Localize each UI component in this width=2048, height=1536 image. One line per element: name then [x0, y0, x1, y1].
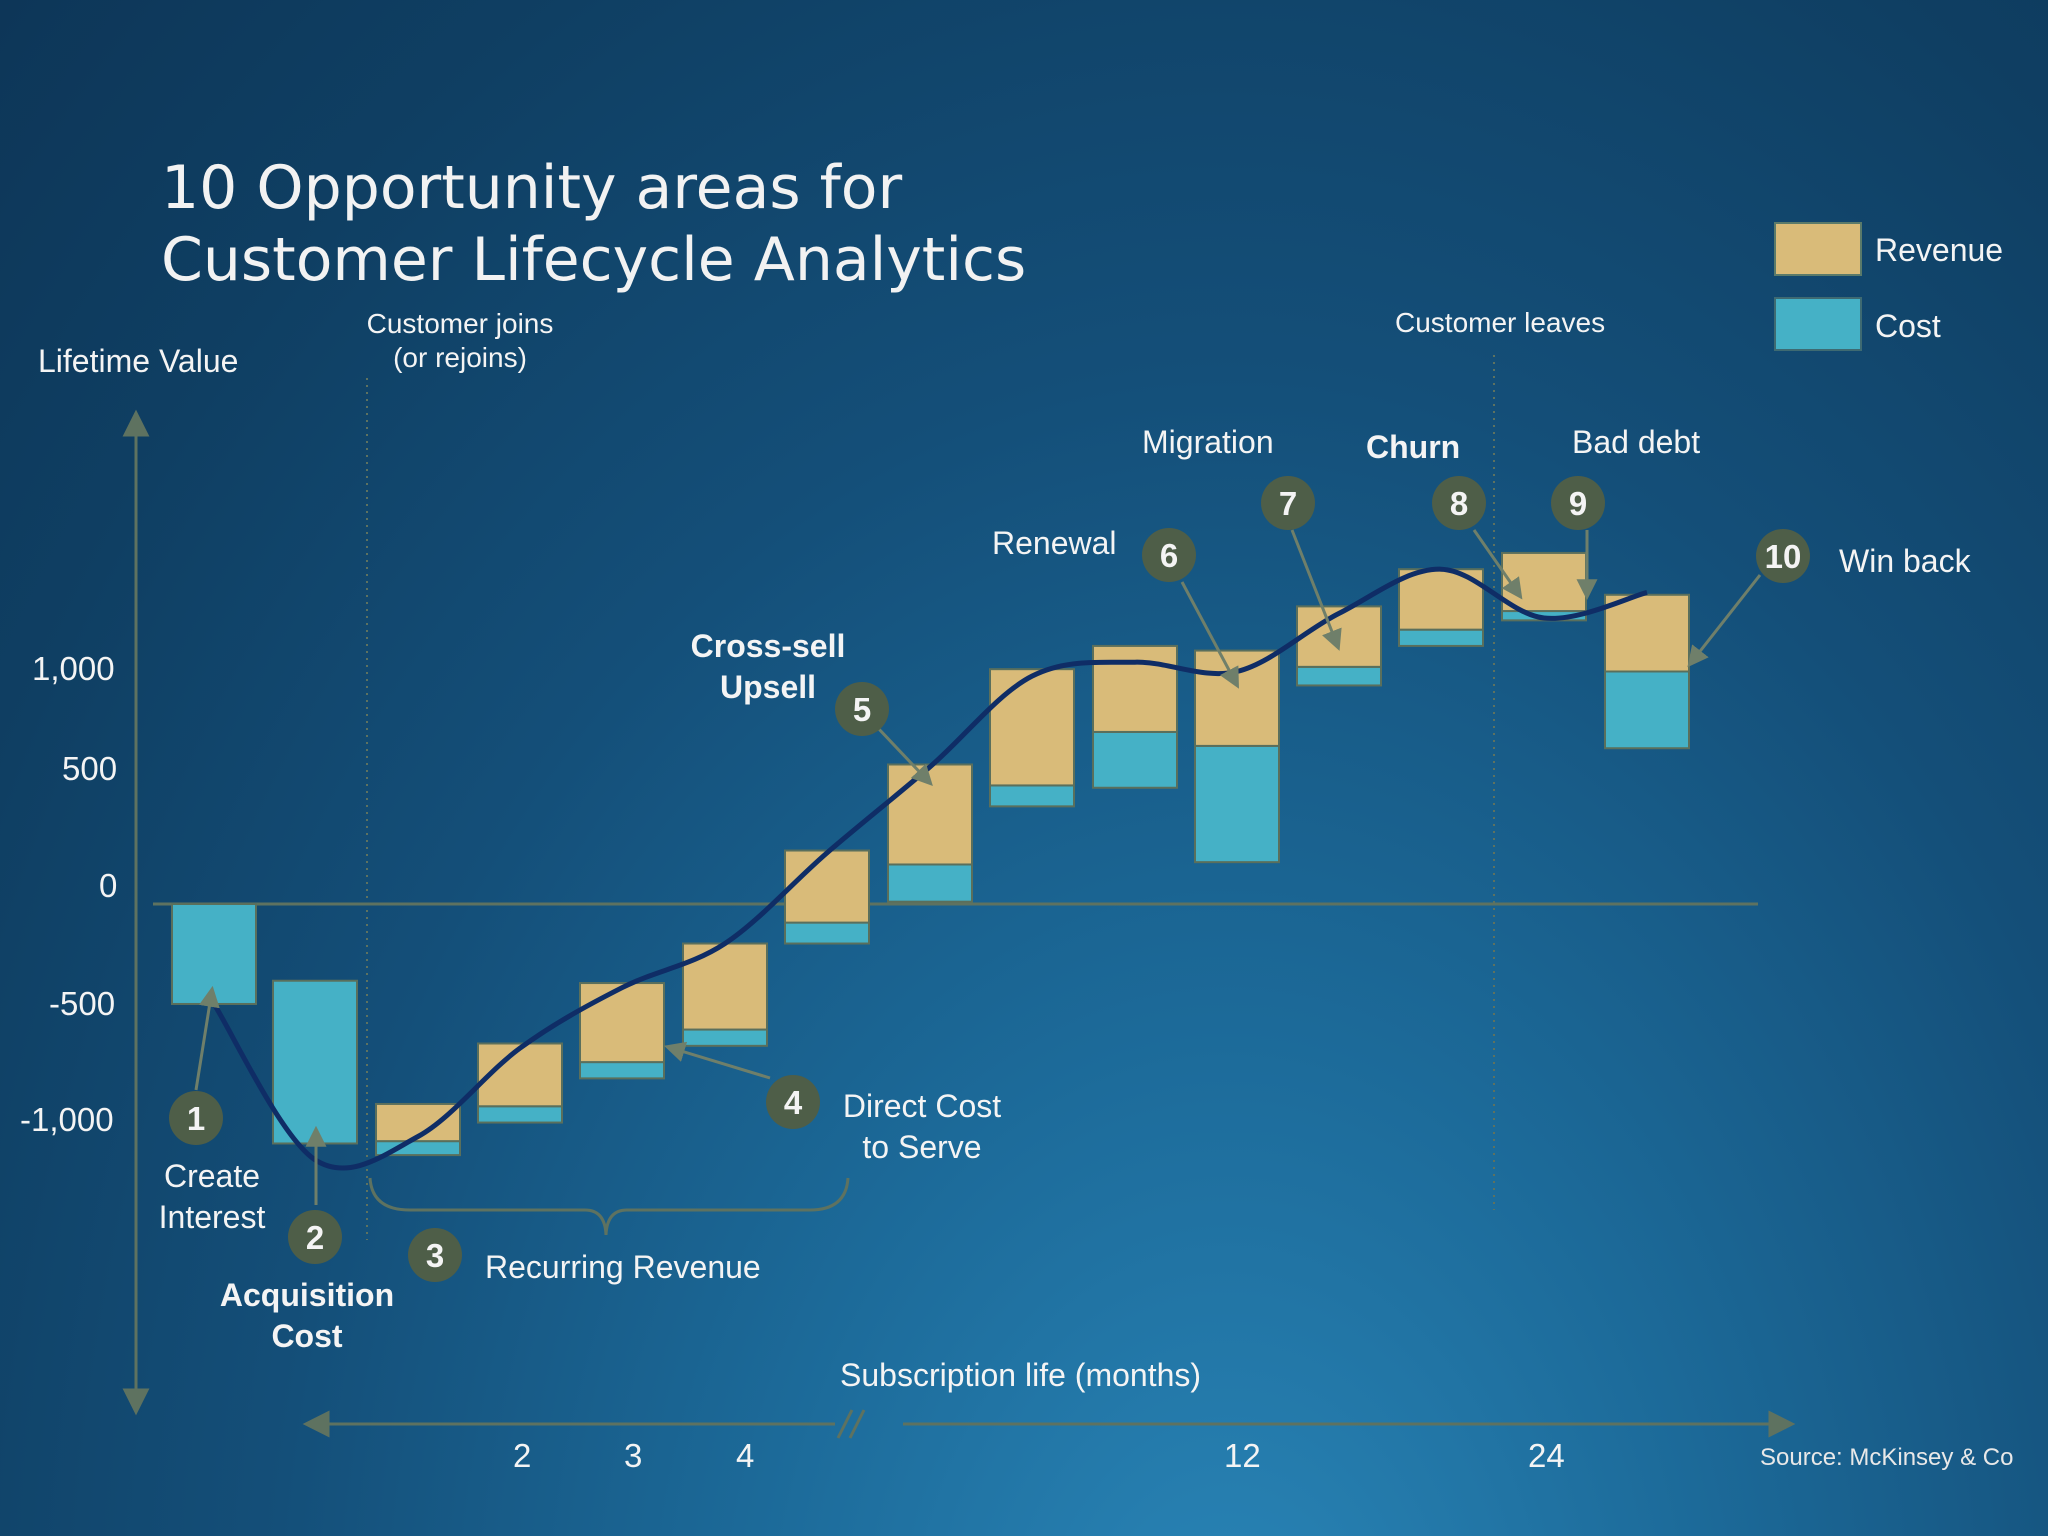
cost-bar [579, 1061, 665, 1080]
callout-label-win-back: Win back [1839, 543, 1971, 579]
title-line-2: Customer Lifecycle Analytics [161, 225, 1027, 295]
badge-6 [1142, 528, 1196, 582]
revenue-bar [1604, 593, 1690, 673]
callout-5-line1: Cross-sell [690, 628, 846, 664]
badge-number: 10 [1764, 538, 1802, 575]
revenue-bar [1501, 551, 1587, 613]
badge-3 [408, 1228, 462, 1282]
arrow-5 [875, 725, 933, 787]
arrow-6 [1180, 581, 1239, 689]
callout-label-recurring-revenue: Recurring Revenue [485, 1249, 761, 1285]
legend-revenue-swatch [1774, 222, 1862, 276]
page-title: 10 Opportunity areas for Customer Lifecy… [161, 152, 1026, 296]
x-tick-label: 2 [513, 1437, 532, 1474]
badge-9 [1551, 476, 1605, 530]
badge-number: 9 [1568, 485, 1588, 522]
y-tick-label: -1,000 [20, 1101, 114, 1138]
cost-bar [887, 863, 973, 903]
badge-number: 8 [1449, 485, 1469, 522]
callout-label-renewal: Renewal [992, 525, 1117, 561]
bars-group [171, 551, 1690, 1157]
badge-2 [288, 1210, 342, 1264]
x-tick-label: 4 [736, 1437, 755, 1474]
x-tick-label: 12 [1224, 1437, 1261, 1474]
arrow-4 [663, 1041, 771, 1080]
badge-number: 2 [305, 1219, 325, 1256]
callout-label-create-interest: Create Interest [132, 1156, 292, 1238]
badge-number: 1 [186, 1100, 206, 1137]
badge-4 [766, 1075, 820, 1129]
arrow-1 [194, 985, 220, 1091]
badge-number: 7 [1278, 485, 1298, 522]
callout-2-line1: Acquisition [219, 1277, 395, 1313]
callout-badges [169, 476, 1810, 1282]
badge-number: 3 [425, 1237, 445, 1274]
legend-cost-swatch [1774, 297, 1862, 351]
callout-1-line2: Interest [158, 1199, 266, 1235]
revenue-bar [784, 849, 870, 924]
cost-bar [682, 1028, 768, 1047]
y-axis-label: Lifetime Value [38, 343, 239, 379]
customer-joins-line2: (or rejoins) [393, 342, 527, 373]
cost-bar [171, 903, 257, 1005]
x-tick-label: 3 [624, 1437, 643, 1474]
legend-revenue-label: Revenue [1875, 232, 2004, 268]
cost-bar [1398, 628, 1484, 647]
y-tick-label: 500 [62, 750, 118, 787]
badge-number: 4 [783, 1084, 803, 1121]
customer-leaves-label: Customer leaves [1395, 307, 1606, 338]
revenue-bar [579, 982, 665, 1064]
badge-5 [835, 682, 889, 736]
badge-7 [1261, 476, 1315, 530]
callout-label-direct-cost: Direct Cost to Serve [822, 1086, 1022, 1168]
customer-joins-label: Customer joins (or rejoins) [340, 307, 580, 375]
cost-bar [784, 921, 870, 945]
customer-joins-line1: Customer joins [366, 308, 554, 339]
y-tick-label: -500 [49, 985, 116, 1022]
cost-bar [1296, 665, 1382, 687]
callout-4-line2: to Serve [862, 1129, 982, 1165]
y-tick-label: 0 [99, 867, 118, 904]
cost-bar [1604, 670, 1690, 750]
callout-label-acquisition-cost: Acquisition Cost [197, 1275, 417, 1357]
revenue-bar [989, 668, 1075, 787]
recurring-revenue-brace [368, 1177, 850, 1236]
title-line-1: 10 Opportunity areas for [161, 153, 903, 223]
legend-cost-label: Cost [1875, 308, 1941, 344]
revenue-bar [1092, 644, 1178, 733]
callout-label-churn: Churn [1366, 429, 1461, 465]
callout-label-migration: Migration [1142, 424, 1274, 460]
callout-1-line1: Create [163, 1158, 261, 1194]
cost-bar [989, 784, 1075, 808]
badge-8 [1432, 476, 1486, 530]
x-tick-label: 24 [1528, 1437, 1565, 1474]
callout-label-bad-debt: Bad debt [1572, 424, 1701, 460]
callout-2-line2: Cost [271, 1318, 343, 1354]
badge-1 [169, 1091, 223, 1145]
cost-bar [1194, 744, 1280, 864]
badge-10 [1756, 529, 1810, 583]
y-tick-label: 1,000 [32, 650, 115, 687]
arrow-7 [1290, 529, 1342, 651]
revenue-bar [1194, 649, 1280, 747]
revenue-bar [887, 763, 973, 866]
arrow-8 [1472, 529, 1523, 600]
cost-bar [272, 979, 358, 1145]
cost-bar [477, 1105, 563, 1124]
callout-label-cross-sell: Cross-sell Upsell [658, 626, 878, 708]
callout-5-line2: Upsell [719, 669, 817, 705]
arrow-10 [1687, 574, 1762, 668]
x-axis-break-icon [836, 1409, 866, 1439]
badge-number: 5 [852, 691, 872, 728]
x-axis-label: Subscription life (months) [840, 1357, 1202, 1393]
source-note: Source: McKinsey & Co [1760, 1444, 2014, 1471]
cost-bar [1092, 730, 1178, 789]
callout-arrows [194, 529, 1762, 1205]
callout-4-line1: Direct Cost [842, 1088, 1002, 1124]
badge-number: 6 [1159, 537, 1179, 574]
